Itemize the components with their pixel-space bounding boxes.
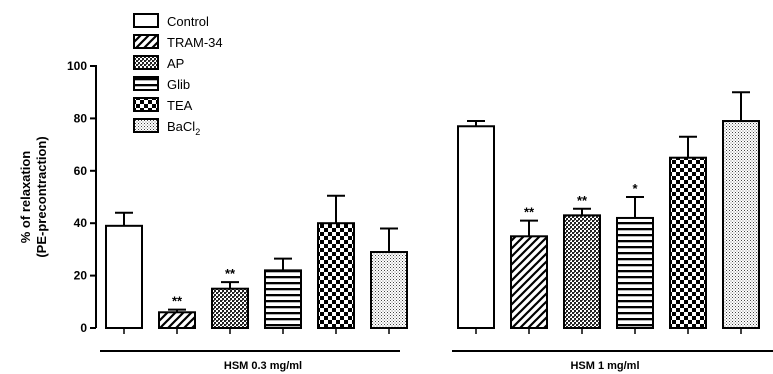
bar	[669, 156, 707, 329]
bar	[105, 224, 143, 330]
legend-swatch	[133, 76, 159, 91]
legend-label: Glib	[167, 77, 190, 92]
bar	[317, 222, 355, 329]
legend-label: TRAM-34	[167, 35, 223, 50]
legend-swatch	[133, 34, 159, 49]
legend-swatch	[133, 55, 159, 70]
y-axis-title-line: (PE-precontraction)	[34, 136, 49, 257]
significance-marker: **	[225, 266, 236, 281]
bar	[211, 287, 249, 330]
y-axis-title-line: % of relaxation	[18, 151, 33, 244]
bar	[264, 269, 302, 329]
bar	[510, 235, 548, 329]
y-tick-label: 40	[74, 216, 88, 230]
bar	[370, 251, 408, 330]
y-tick-label: 20	[74, 269, 88, 283]
legend-label: AP	[167, 56, 184, 71]
bar	[158, 311, 196, 329]
legend-swatch	[133, 13, 159, 28]
significance-marker: **	[172, 294, 183, 309]
significance-marker: **	[524, 205, 535, 220]
legend-swatch	[133, 118, 159, 133]
y-axis-title: % of relaxation (PE-precontraction)	[18, 136, 49, 257]
bar	[722, 120, 760, 329]
legend-label-subscript: 2	[195, 127, 200, 137]
legend-label: BaCl2	[167, 119, 200, 137]
legend-label: TEA	[167, 98, 193, 113]
legend-swatch	[133, 97, 159, 112]
y-tick-label: 0	[80, 321, 87, 335]
group-labels: HSM 0.3 mg/ml HSM 1 mg/ml	[100, 350, 773, 372]
y-tick-label: 100	[67, 59, 87, 73]
group-label: HSM 0.3 mg/ml	[224, 360, 302, 372]
bar	[616, 216, 654, 330]
bar	[457, 125, 495, 330]
y-tick-label: 80	[74, 111, 88, 125]
significance-marker: **	[577, 193, 588, 208]
bars: *********	[105, 91, 760, 334]
axes: 0 20 40 60 80 100	[67, 59, 97, 335]
y-tick-label: 60	[74, 164, 88, 178]
significance-marker: *	[632, 181, 638, 196]
bar	[563, 214, 601, 329]
legend: Control TRAM-34 AP Glib TEA BaCl2	[133, 13, 223, 137]
legend-label: Control	[167, 14, 209, 29]
group-label: HSM 1 mg/ml	[570, 360, 639, 372]
